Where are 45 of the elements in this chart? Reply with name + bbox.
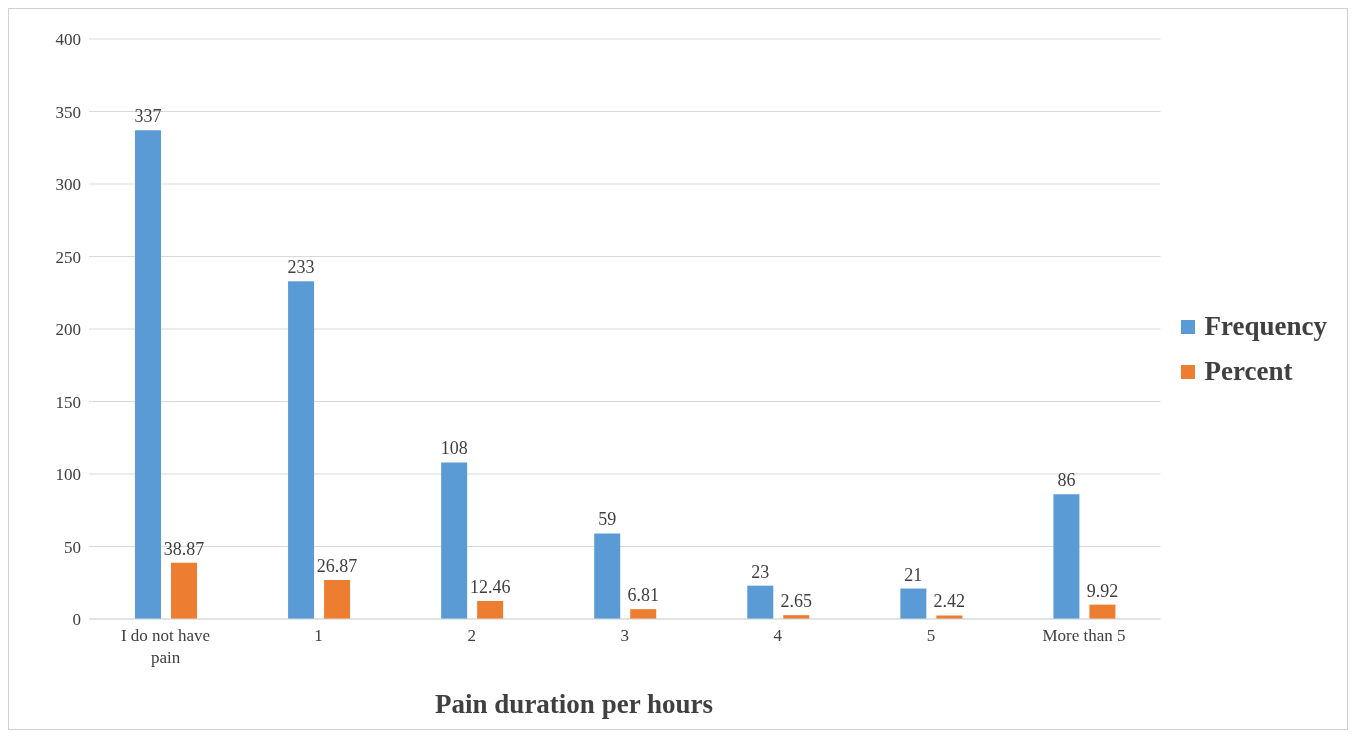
x-tick-label: More than 5	[1042, 626, 1126, 645]
legend-label: Percent	[1204, 356, 1293, 387]
x-tick-label: 3	[620, 626, 629, 645]
legend-label: Frequency	[1204, 311, 1327, 342]
bar	[324, 580, 351, 619]
x-tick-label: 5	[926, 626, 936, 645]
bar	[594, 533, 621, 619]
data-label: 9.92	[1086, 580, 1119, 601]
data-label: 38.87	[163, 538, 205, 559]
bar	[477, 600, 504, 619]
data-label: 233	[287, 257, 315, 278]
data-label: 12.46	[469, 576, 511, 597]
data-label: 59	[598, 509, 617, 530]
x-axis-title: Pain duration per hours	[434, 689, 714, 720]
y-tick-label: 150	[55, 392, 81, 412]
data-label: 337	[134, 106, 162, 127]
x-tick-label: 2	[467, 626, 476, 645]
data-label: 6.81	[627, 585, 659, 606]
y-tick-label: 350	[55, 102, 81, 122]
y-tick-label: 200	[55, 320, 81, 340]
data-label: 2.65	[780, 591, 813, 612]
bar	[171, 562, 197, 619]
bar	[747, 585, 774, 619]
x-tick-label: 1	[314, 626, 323, 645]
y-tick-label: 0	[72, 610, 81, 630]
bar	[1053, 494, 1080, 619]
y-tick-label: 100	[55, 465, 81, 485]
data-label: 86	[1057, 470, 1076, 491]
x-tick-label: I do not have pain	[120, 626, 211, 667]
data-label: 108	[440, 438, 468, 459]
bar	[1089, 604, 1116, 619]
y-tick-label: 400	[55, 30, 81, 50]
y-tick-label: 50	[64, 537, 81, 557]
data-label: 21	[904, 564, 923, 585]
bar	[135, 130, 161, 619]
data-label: 26.87	[316, 556, 358, 577]
y-tick-label: 250	[55, 247, 81, 267]
bar	[288, 281, 315, 619]
bar	[441, 462, 468, 619]
data-label: 2.42	[933, 591, 966, 612]
bar	[900, 588, 927, 619]
y-tick-label: 300	[55, 175, 81, 195]
bar	[630, 609, 657, 619]
data-label: 23	[751, 561, 770, 582]
x-tick-label: 4	[773, 626, 783, 645]
